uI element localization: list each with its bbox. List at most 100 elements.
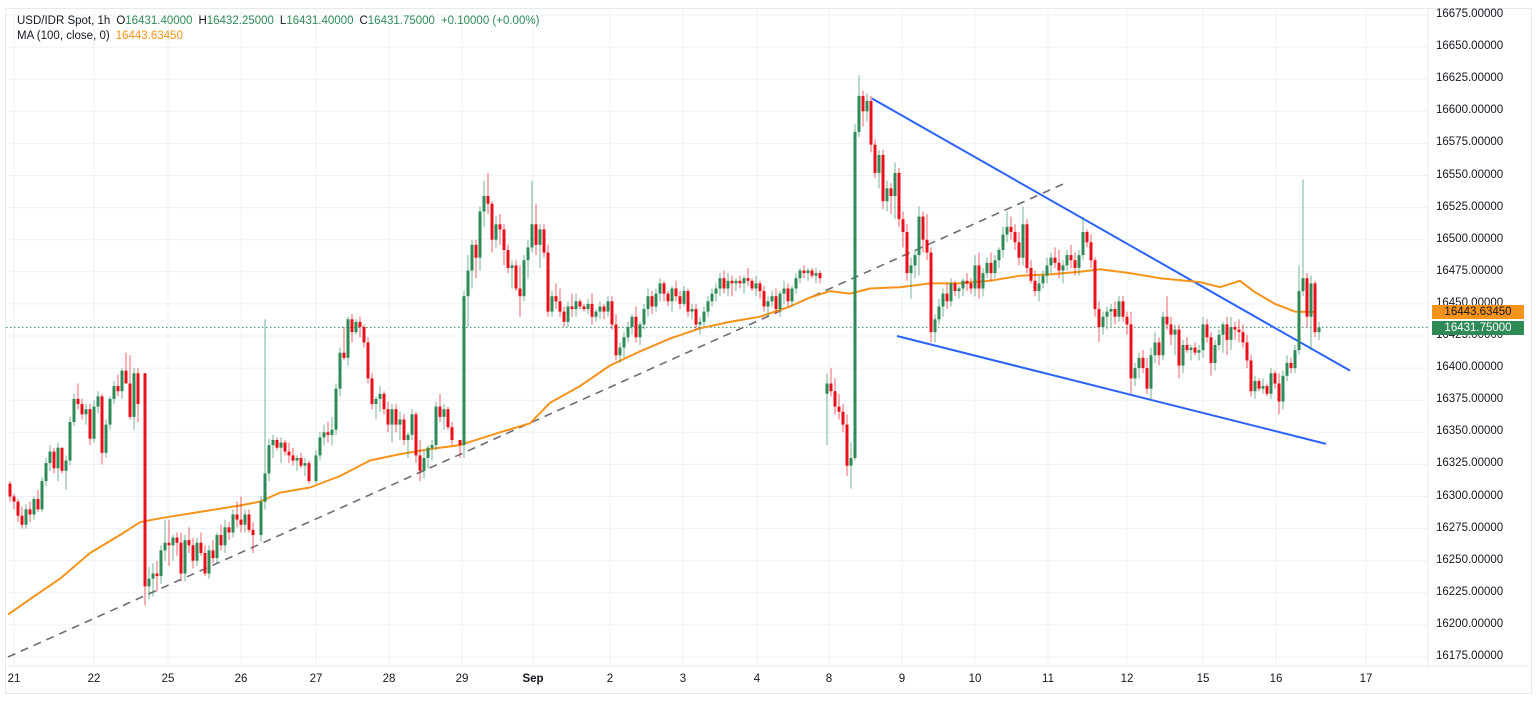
candle <box>1313 280 1317 338</box>
candle <box>346 316 350 366</box>
candle <box>231 509 235 538</box>
candle <box>662 280 666 302</box>
candle <box>897 167 901 227</box>
candle <box>1069 244 1073 268</box>
candle <box>430 440 434 461</box>
candle <box>1269 368 1273 399</box>
candle <box>690 303 694 320</box>
candle <box>462 291 466 458</box>
candle <box>275 437 279 451</box>
price-tick-label: 16350.00000 <box>1436 425 1504 438</box>
price-tick-label: 16250.00000 <box>1436 553 1504 566</box>
candle <box>554 283 558 310</box>
price-tick-label: 16600.00000 <box>1436 104 1504 117</box>
candle <box>849 442 853 489</box>
candle <box>314 450 318 484</box>
time-tick-label: 2 <box>606 673 614 685</box>
candle <box>762 285 766 312</box>
candle <box>124 352 128 384</box>
candle <box>702 306 706 328</box>
candle <box>1149 347 1153 399</box>
candle <box>1177 324 1181 379</box>
candle <box>1317 321 1321 340</box>
candle <box>1241 324 1245 348</box>
candle <box>746 267 750 286</box>
candle <box>474 239 478 279</box>
candle <box>478 206 482 271</box>
candle <box>574 293 578 317</box>
candle <box>1125 311 1129 335</box>
candle <box>52 447 56 474</box>
candle <box>68 416 72 466</box>
candle <box>969 278 973 294</box>
candle <box>726 273 730 297</box>
time-tick-label: 29 <box>455 673 469 685</box>
candle <box>40 477 44 512</box>
candle <box>175 532 179 556</box>
candle <box>885 180 889 212</box>
candle <box>203 545 207 577</box>
candle <box>1089 234 1093 268</box>
rising-support-trendline <box>7 182 1066 658</box>
candle <box>953 280 957 297</box>
candle <box>450 422 454 446</box>
candle <box>267 438 271 482</box>
candle <box>80 398 84 420</box>
candle <box>941 288 945 317</box>
time-tick-label: 26 <box>234 673 248 685</box>
candle <box>60 447 64 474</box>
candle <box>1117 296 1121 322</box>
price-tick-label: 16475.00000 <box>1436 264 1504 277</box>
candle <box>434 401 438 451</box>
candle <box>1057 249 1061 279</box>
candle <box>1041 270 1045 289</box>
candle <box>24 504 28 529</box>
candle <box>778 291 782 317</box>
candle <box>562 306 566 328</box>
candle <box>566 301 570 328</box>
candle <box>342 327 346 361</box>
candle <box>1297 265 1301 356</box>
candle <box>678 291 682 310</box>
candle <box>658 278 662 302</box>
candle <box>366 337 370 384</box>
candle <box>354 319 358 335</box>
candle <box>1085 229 1089 248</box>
candle <box>28 501 32 523</box>
candle <box>837 393 841 420</box>
candle <box>550 291 554 317</box>
candle <box>542 224 546 258</box>
candle <box>426 445 430 469</box>
candle <box>1153 332 1157 363</box>
candle <box>1201 316 1205 358</box>
price-tick-label: 16500.00000 <box>1436 232 1504 245</box>
candle <box>498 214 502 245</box>
candle <box>136 368 140 423</box>
candle <box>76 383 80 410</box>
moving-average-line <box>7 268 1316 616</box>
candle <box>738 275 742 289</box>
candle <box>64 455 68 491</box>
candle <box>1049 252 1053 274</box>
candle <box>857 75 861 137</box>
candle <box>981 267 985 297</box>
candle <box>1277 373 1281 415</box>
ma-value: 16443.63450 <box>115 30 183 42</box>
candle <box>638 321 642 345</box>
candle <box>1189 344 1193 361</box>
time-tick-label: 16 <box>1269 673 1283 685</box>
candle <box>1221 321 1225 353</box>
ma-label: MA (100, close, 0) <box>17 30 110 42</box>
time-tick-label: 27 <box>309 673 323 685</box>
candle <box>187 527 191 553</box>
candle <box>1013 224 1017 250</box>
candle <box>1225 316 1229 356</box>
candle <box>1245 334 1249 369</box>
candle <box>283 440 287 456</box>
candle <box>921 211 925 253</box>
candle <box>546 244 550 317</box>
candle <box>945 283 949 310</box>
candle <box>1053 247 1057 268</box>
candle <box>358 316 362 338</box>
